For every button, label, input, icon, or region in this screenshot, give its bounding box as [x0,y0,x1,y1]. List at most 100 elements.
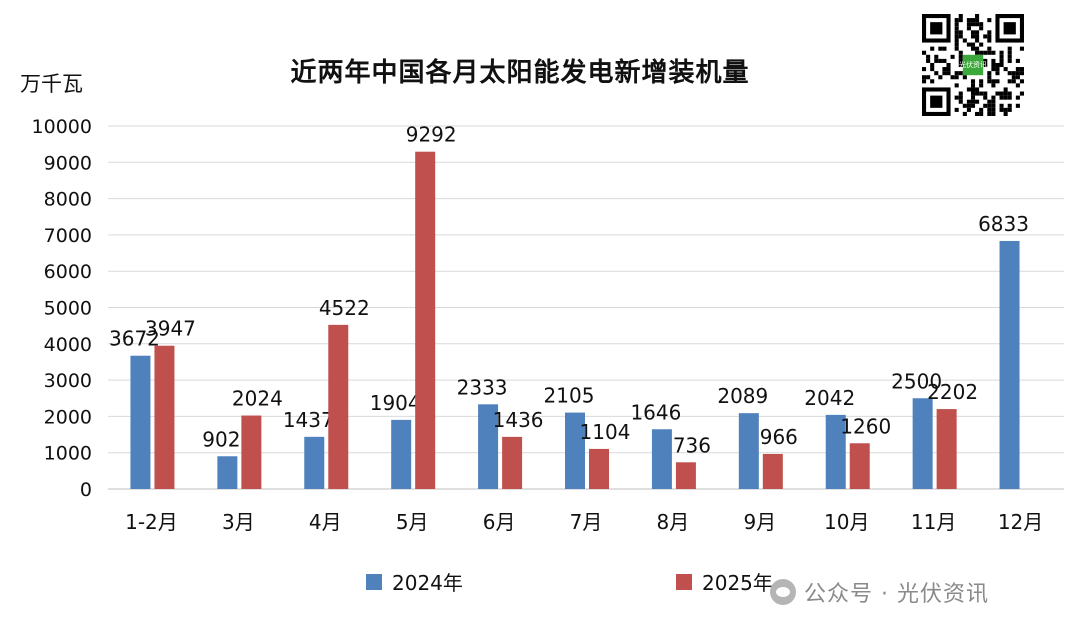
data-label: 2105 [544,384,595,408]
qr-module [1003,91,1008,96]
qr-module [930,67,935,72]
qr-module [975,50,980,55]
qr-module [934,58,939,63]
chart-title: 近两年中国各月太阳能发电新增装机量 [290,58,750,88]
wechat-icon [770,579,796,605]
qr-module [995,91,1000,96]
qr-module [926,54,931,59]
qr-module [1019,71,1024,76]
qr-module [983,95,988,100]
y-tick-label: 8000 [44,189,92,211]
qr-module [958,91,963,96]
qr-module [970,18,976,23]
qr-module [987,38,992,43]
qr-module [946,62,951,68]
qr-finder-core [930,95,943,108]
qr-module [922,50,927,55]
qr-module [1019,46,1024,51]
data-label: 3947 [145,317,196,341]
qr-module [987,34,992,39]
qr-module [987,18,992,23]
data-label: 4522 [319,296,370,320]
qr-module [926,58,931,63]
qr-module [954,30,959,35]
x-tick-label: 3月 [222,510,255,534]
legend-label-2025: 2025年 [702,571,773,595]
qr-module [1007,79,1012,84]
qr-module [987,71,992,76]
qr-module [1015,95,1020,100]
qr-module [987,107,992,112]
data-label: 2333 [457,375,508,399]
data-label: 2042 [804,386,855,410]
qr-module [1015,71,1020,76]
qr-module [942,46,947,51]
qr-module [999,50,1004,55]
qr-module [1003,95,1008,100]
bar-2025年 [154,345,175,489]
qr-module [1007,58,1012,63]
qr-module [934,54,939,59]
qr-module [1019,79,1024,84]
qr-module [999,58,1004,63]
qr-finder-core [1003,22,1016,35]
qr-module [991,58,996,63]
qr-module [975,22,980,27]
legend-swatch-2025 [676,573,692,590]
data-label: 902 [202,427,240,451]
bar-2025年 [762,453,783,489]
qr-module [966,18,971,23]
data-label: 1646 [630,400,681,424]
qr-module [991,67,996,72]
qr-module [1015,83,1020,88]
qr-module [979,107,984,112]
qr-module [930,46,935,51]
qr-module [1007,71,1012,76]
qr-module [958,18,963,23]
qr-module [995,62,1000,68]
watermark-text: 公众号 · 光伏资讯 [804,582,989,607]
qr-module [962,75,967,80]
bar-2025年 [849,443,870,489]
x-tick-label: 6月 [483,510,516,534]
qr-module [991,107,996,112]
qr-module [999,54,1004,59]
qr-module [979,91,984,96]
qr-module [975,18,980,23]
qr-module [983,34,988,39]
qr-module [983,91,988,96]
qr-module [991,50,996,55]
qr-module [938,58,943,63]
bar-2025年 [415,151,436,490]
bar-2025年 [589,448,609,489]
qr-module [991,111,996,116]
qr-module [970,99,976,104]
qr-module [1007,50,1012,55]
bar-2024年 [738,413,759,489]
qr-module [975,91,980,96]
qr-module [962,103,967,108]
qr-module [995,79,1000,84]
data-label: 966 [760,425,798,449]
qr-module [979,42,984,47]
bar-2024年 [825,414,846,489]
legend-item-2025: 2025年 [676,567,773,596]
data-label: 1260 [840,414,891,438]
qr-module [987,50,992,55]
qr-module [970,42,976,47]
qr-module [970,22,976,27]
x-tick-label: 9月 [743,510,776,534]
y-tick-label: 9000 [44,152,92,174]
qr-module [975,34,980,39]
qr-module [975,46,980,51]
y-tick-label: 7000 [44,225,92,247]
qr-module [946,67,951,72]
qr-module [983,58,988,63]
data-label: 736 [673,433,711,457]
qr-module [987,30,992,35]
x-tick-label: 5月 [396,510,429,534]
qr-module [987,75,992,80]
qr-module [979,79,984,84]
qr-module [975,87,980,92]
qr-module [958,62,963,68]
